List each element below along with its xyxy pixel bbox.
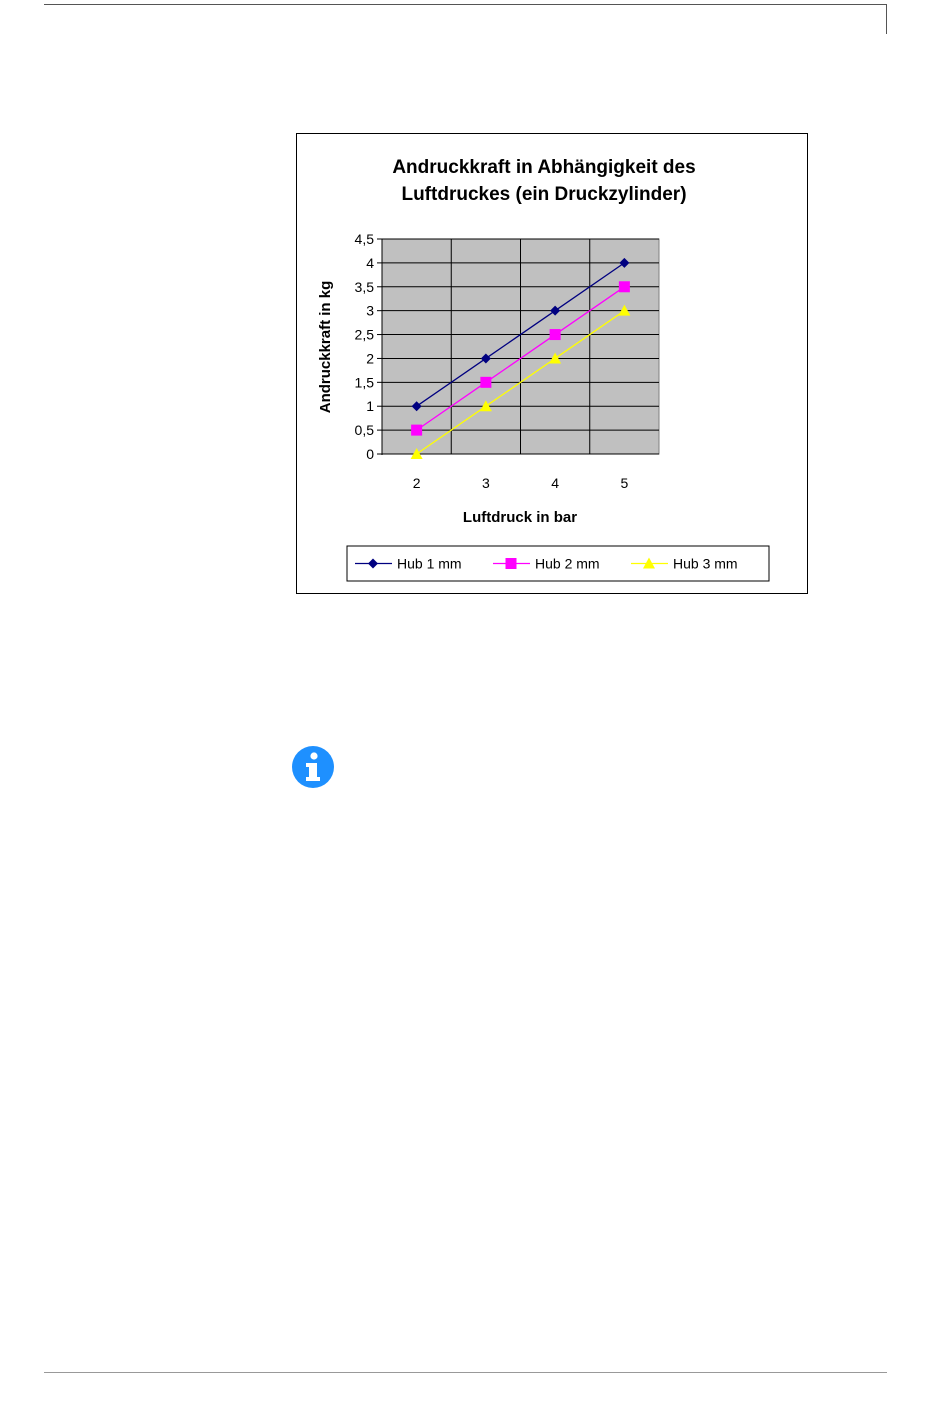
x-tick-label: 2 (413, 475, 421, 491)
chart-title-line2: Luftdruckes (ein Druckzylinder) (401, 184, 686, 205)
x-tick-label: 5 (620, 475, 628, 491)
legend-label-1: Hub 1 mm (397, 556, 462, 572)
data-point-series-3 (479, 400, 492, 412)
y-tick-label: 4 (366, 255, 374, 271)
y-tick-label: 0 (366, 446, 374, 462)
chart-title-line1: Andruckkraft in Abhängigkeit des (392, 157, 695, 178)
series-line-2 (416, 286, 625, 431)
x-tick-label: 4 (551, 475, 559, 491)
legend-marker-2 (505, 558, 517, 569)
data-point-series-1 (550, 305, 561, 316)
y-axis-label: Andruckkraft in kg (317, 281, 334, 414)
y-tick-label: 0,5 (355, 422, 375, 438)
series-line-1 (416, 262, 625, 407)
data-point-series-2 (549, 329, 561, 341)
chart-frame: Andruckkraft in Abhängigkeit des Luftdru… (296, 133, 808, 594)
data-point-series-2 (618, 281, 630, 293)
legend: Hub 1 mm Hub 2 mm Hub 3 mm (346, 545, 770, 582)
legend-box (346, 545, 770, 582)
header-tick (886, 4, 887, 34)
series-line-3 (416, 310, 625, 455)
plot-area: 0 0,5 1 1,5 2 2,5 3 3,5 4 4,5 2 3 4 5 (355, 231, 660, 491)
footer-rule (44, 1372, 887, 1373)
x-tick-label: 3 (482, 475, 490, 491)
info-icon (292, 746, 334, 788)
data-point-series-2 (480, 376, 492, 388)
y-tick-label: 1 (366, 398, 374, 414)
data-point-series-1 (480, 353, 491, 364)
y-tick-label: 4,5 (355, 231, 375, 247)
data-point-series-1 (411, 401, 422, 412)
x-axis-label: Luftdruck in bar (463, 509, 577, 526)
header-rule (44, 4, 887, 5)
legend-marker-1 (368, 558, 378, 569)
y-tick-label: 3 (366, 303, 374, 319)
y-tick-label: 1,5 (355, 374, 375, 390)
y-tick-label: 2 (366, 350, 374, 366)
legend-marker-3 (643, 557, 655, 569)
data-point-series-1 (619, 257, 630, 268)
data-point-series-3 (618, 304, 631, 316)
data-point-series-3 (549, 352, 562, 364)
y-tick-label: 3,5 (355, 279, 375, 295)
legend-label-3: Hub 3 mm (673, 556, 738, 572)
data-point-series-2 (411, 424, 423, 436)
legend-label-2: Hub 2 mm (535, 556, 600, 572)
line-chart: Andruckkraft in Abhängigkeit des Luftdru… (317, 157, 770, 582)
data-point-series-3 (410, 448, 423, 459)
y-tick-label: 2,5 (355, 327, 375, 343)
